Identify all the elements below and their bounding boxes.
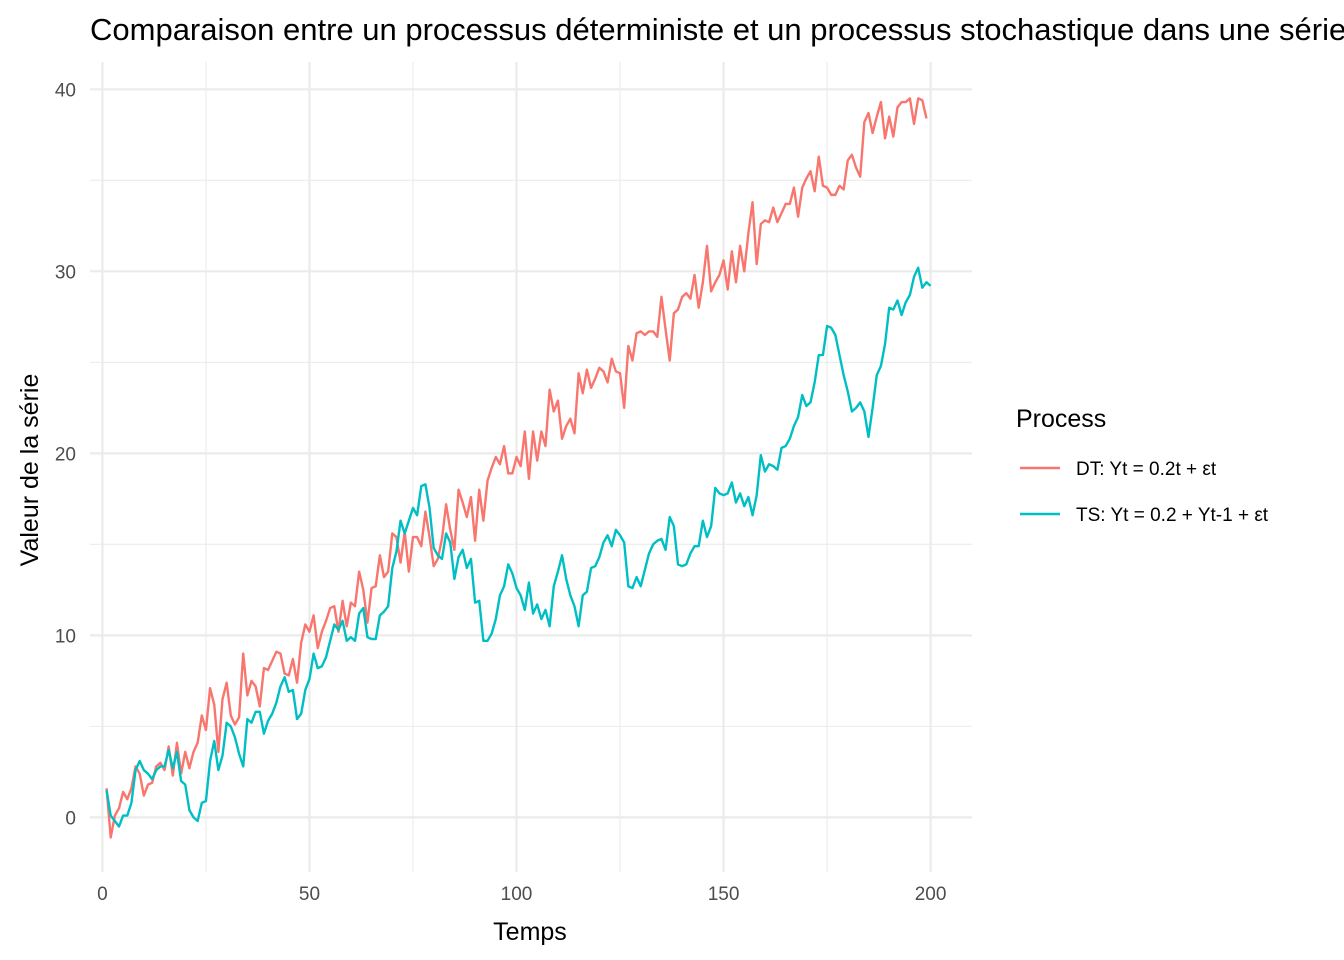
legend: Process DT: Yt = 0.2t + εt TS: Yt = 0.2 …	[1016, 405, 1269, 526]
series-lines	[105, 97, 932, 839]
legend-label-ts: TS: Yt = 0.2 + Yt-1 + εt	[1076, 505, 1269, 526]
y-axis-label: Valeur de la série	[16, 374, 44, 567]
legend-label-dt: DT: Yt = 0.2t + εt	[1076, 459, 1217, 480]
y-tick-label: 0	[65, 808, 76, 829]
x-axis-ticks: 0 50 100 150 200	[97, 884, 946, 905]
x-tick-label: 100	[501, 884, 533, 905]
y-tick-label: 40	[55, 80, 76, 101]
y-axis-ticks: 0 10 20 30 40	[55, 80, 76, 829]
chart-title: Comparaison entre un processus détermini…	[90, 12, 1344, 47]
legend-title: Process	[1016, 405, 1106, 433]
series-line-dt	[105, 97, 928, 839]
x-tick-label: 200	[915, 884, 947, 905]
x-axis-label: Temps	[493, 918, 567, 946]
series-line-ts	[105, 266, 932, 828]
y-tick-label: 10	[55, 626, 76, 647]
y-tick-label: 20	[55, 444, 76, 465]
x-tick-label: 0	[97, 884, 108, 905]
y-tick-label: 30	[55, 262, 76, 283]
x-tick-label: 50	[299, 884, 320, 905]
x-tick-label: 150	[708, 884, 740, 905]
grid	[90, 62, 972, 872]
